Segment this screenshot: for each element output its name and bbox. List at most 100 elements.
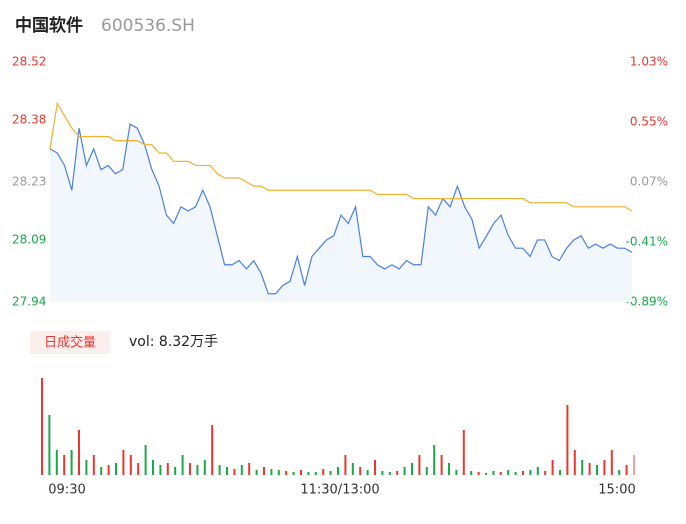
volume-bar <box>322 469 325 475</box>
volume-bar <box>507 470 510 475</box>
volume-bar <box>618 470 621 475</box>
volume-tab[interactable]: 日成交量 <box>44 335 96 351</box>
volume-bar <box>166 463 169 475</box>
volume-bar <box>374 460 376 475</box>
volume-bar <box>55 450 58 475</box>
volume-bar <box>581 460 584 475</box>
price-area <box>50 124 632 302</box>
volume-bar <box>233 469 236 475</box>
volume-bar <box>536 467 539 475</box>
volume-bar <box>107 465 110 475</box>
volume-bar <box>285 471 288 475</box>
volume-bar <box>603 460 606 475</box>
volume-bar <box>351 463 354 475</box>
volume-bar <box>381 471 384 475</box>
volume-bar <box>115 463 117 475</box>
volume-bar <box>573 450 576 475</box>
volume-bar <box>248 463 251 475</box>
y-tick-label: 27.94 <box>12 295 46 309</box>
volume-bar <box>129 455 132 475</box>
volume-bar <box>263 467 265 475</box>
volume-bar <box>92 455 95 475</box>
volume-bar <box>137 463 140 475</box>
volume-bar <box>300 470 302 475</box>
volume-bar <box>359 467 362 475</box>
volume-bar <box>633 455 635 475</box>
volume-bar <box>625 465 628 475</box>
volume-bar <box>181 455 184 475</box>
volume-bar <box>292 472 295 475</box>
y-tick-label: 28.23 <box>12 175 46 189</box>
y2-tick-label: 1.03% <box>630 55 668 69</box>
y-tick-label: 28.38 <box>12 112 46 126</box>
volume-bar <box>403 467 406 475</box>
volume-bar <box>559 470 561 475</box>
price-line <box>49 123 633 295</box>
volume-summary: vol: 8.32万手 <box>129 334 218 350</box>
volume-bar <box>314 472 317 475</box>
x-tick-label: 15:00 <box>598 483 635 498</box>
volume-bar <box>366 470 369 475</box>
volume-tab-bg[interactable] <box>30 331 110 354</box>
volume-bar <box>588 463 591 475</box>
volume-bar <box>240 465 243 475</box>
volume-bar <box>566 405 569 475</box>
average-line <box>49 101 633 212</box>
x-tick-label: 11:30/13:00 <box>300 483 379 498</box>
volume-bar <box>344 455 347 475</box>
y2-tick-label: 0.55% <box>630 115 668 129</box>
volume-bar <box>203 460 206 475</box>
volume-bar <box>522 471 524 475</box>
volume-bar <box>100 467 103 475</box>
volume-bar <box>189 463 191 475</box>
volume-bar <box>396 471 399 475</box>
volume-bar <box>425 467 428 475</box>
volume-bar <box>218 465 221 475</box>
volume-bar <box>418 455 421 475</box>
y2-tick-label: -0.89% <box>626 295 668 309</box>
volume-bar <box>329 471 332 475</box>
volume-bar <box>411 463 413 475</box>
stock-code: 600536.SH <box>101 16 195 36</box>
volume-bar <box>455 470 458 475</box>
y-tick-label: 28.09 <box>12 232 46 246</box>
volume-bar <box>551 460 554 475</box>
volume-bar <box>610 450 613 475</box>
volume-bar <box>78 430 80 475</box>
volume-bar <box>270 469 273 475</box>
volume-bar <box>70 450 73 475</box>
volume-bar <box>485 473 487 475</box>
volume-bar <box>226 467 228 475</box>
volume-bar <box>63 455 66 475</box>
volume-bar <box>85 460 88 475</box>
volume-bar <box>433 445 436 475</box>
volume-bar <box>544 471 547 475</box>
volume-bar <box>388 472 391 475</box>
volume-bar <box>492 471 495 475</box>
volume-bar <box>470 471 473 475</box>
volume-bar <box>337 467 339 475</box>
volume-bar <box>448 463 450 475</box>
y-tick-label: 28.52 <box>12 55 46 69</box>
volume-bar <box>255 470 258 475</box>
volume-bar <box>514 472 517 475</box>
volume-bar <box>307 472 310 475</box>
volume-bar <box>499 472 502 475</box>
x-tick-label: 09:30 <box>48 483 85 498</box>
y2-tick-label: -0.41% <box>626 235 668 249</box>
volume-bar <box>477 472 480 475</box>
volume-bar <box>277 470 280 475</box>
volume-bar <box>41 378 43 475</box>
y2-tick-label: 0.07% <box>630 175 668 189</box>
volume-bar <box>122 450 125 475</box>
volume-bar <box>529 470 532 475</box>
volume-bar <box>196 465 199 475</box>
volume-bar <box>596 465 598 475</box>
volume-bar <box>152 460 154 475</box>
volume-bar <box>211 425 214 475</box>
volume-bar <box>48 415 51 475</box>
volume-bar <box>159 465 162 475</box>
volume-bar <box>174 467 177 475</box>
stock-name: 中国软件 <box>15 15 83 36</box>
